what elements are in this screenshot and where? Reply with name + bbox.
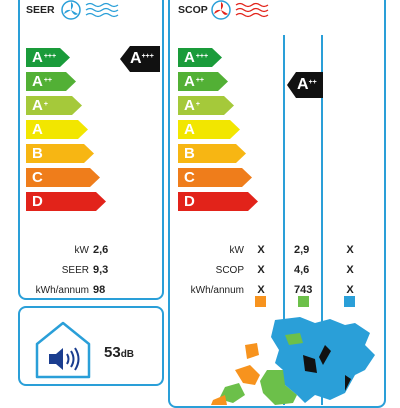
heating-energy-class-letter: A (184, 49, 195, 66)
scop-title: SCOP (178, 4, 208, 16)
cooling-energy-class-bar: B (26, 144, 94, 163)
noise-value: 53 (104, 344, 121, 361)
cooling-value: 98 (93, 284, 106, 296)
cooling-energy-class-label: A+++ (32, 49, 56, 66)
heating-value-na: X (257, 244, 265, 256)
cooling-value: 2,6 (93, 244, 109, 256)
heating-energy-class-letter: C (184, 169, 195, 186)
cooling-energy-class-label: A+ (32, 97, 48, 114)
heating-column-divider (283, 35, 285, 405)
heating-energy-class-bar: D (178, 192, 258, 211)
cooling-energy-class-bar: A++ (26, 72, 76, 91)
heating-rating-letter: A (297, 76, 309, 93)
heating-energy-class-bar: A (178, 120, 240, 139)
heating-rating-plus: ++ (308, 79, 317, 86)
cooling-energy-class-letter: D (32, 193, 43, 210)
heating-rating-badge: A++ (287, 72, 323, 98)
heating-energy-class-plus: + (195, 101, 200, 108)
heating-value-na: X (257, 284, 265, 296)
heating-value-label: SCOP (215, 265, 244, 276)
climate-zone-marker (255, 296, 266, 307)
cooling-energy-class-bar: A (26, 120, 88, 139)
heating-energy-class-label: D (184, 193, 195, 210)
climate-zone-marker (344, 296, 355, 307)
seer-title: SEER (26, 4, 55, 16)
heating-value: 4,6 (294, 264, 310, 276)
climate-zone-marker (298, 296, 309, 307)
heating-energy-class-label: A++ (184, 73, 204, 90)
heating-energy-class-label: B (184, 145, 195, 162)
noise-readout: 53dB (104, 344, 134, 362)
heating-energy-class-bar: A+ (178, 96, 234, 115)
heating-value-label: kW (229, 245, 244, 256)
cooling-energy-class-plus: + (43, 101, 48, 108)
europe-climate-map (211, 317, 375, 405)
heating-value-label: kWh/annum (190, 285, 244, 296)
cooling-energy-class-bar: D (26, 192, 106, 211)
noise-unit: dB (120, 349, 135, 360)
cooling-rating-letter: A (130, 50, 142, 67)
cooling-energy-class-letter: A (32, 121, 43, 138)
fan-icon (61, 0, 119, 20)
heating-energy-class-bar: A+++ (178, 48, 222, 67)
heating-energy-class-letter: D (184, 193, 195, 210)
cooling-energy-class-label: B (32, 145, 43, 162)
heating-value-na: X (257, 264, 265, 276)
cooling-energy-class-plus: ++ (43, 77, 53, 84)
heating-column-divider (321, 35, 323, 405)
cooling-energy-class-bar: A+++ (26, 48, 70, 67)
cooling-value-label: SEER (61, 265, 89, 276)
heating-energy-class-letter: A (184, 73, 195, 90)
cooling-energy-class-letter: A (32, 73, 43, 90)
cooling-energy-class-label: A++ (32, 73, 52, 90)
cooling-rating-badge: A+++ (120, 46, 160, 72)
cooling-energy-class-letter: A (32, 49, 43, 66)
heating-energy-class-plus: +++ (195, 53, 209, 60)
house-speaker-icon (35, 321, 91, 379)
noise-panel (18, 306, 164, 386)
heat-fan-icon (211, 0, 269, 20)
heating-energy-class-plus: ++ (195, 77, 205, 84)
heating-energy-class-bar: C (178, 168, 252, 187)
cooling-value: 9,3 (93, 264, 109, 276)
heating-value: 2,9 (294, 244, 310, 256)
cooling-energy-class-letter: C (32, 169, 43, 186)
heating-energy-class-label: A (184, 121, 195, 138)
heating-value: 743 (294, 284, 313, 296)
heating-energy-class-bar: A++ (178, 72, 228, 91)
heating-energy-class-bar: B (178, 144, 246, 163)
cooling-energy-class-bar: C (26, 168, 100, 187)
heating-energy-class-label: A+ (184, 97, 200, 114)
heating-value-na: X (346, 284, 354, 296)
cooling-energy-class-bar: A+ (26, 96, 82, 115)
heating-energy-class-letter: A (184, 97, 195, 114)
cooling-energy-class-letter: A (32, 97, 43, 114)
heating-energy-class-letter: B (184, 145, 195, 162)
heating-energy-class-label: A+++ (184, 49, 208, 66)
cooling-energy-class-letter: B (32, 145, 43, 162)
cooling-value-label: kW (74, 245, 89, 256)
cooling-energy-class-plus: +++ (43, 53, 57, 60)
heating-energy-class-label: C (184, 169, 195, 186)
cooling-rating-plus: +++ (141, 53, 154, 60)
heating-energy-class-letter: A (184, 121, 195, 138)
cooling-energy-class-label: D (32, 193, 43, 210)
cooling-energy-class-label: C (32, 169, 43, 186)
heating-value-na: X (346, 264, 354, 276)
heating-value-na: X (346, 244, 354, 256)
cooling-energy-class-label: A (32, 121, 43, 138)
cooling-value-label: kWh/annum (35, 285, 89, 296)
